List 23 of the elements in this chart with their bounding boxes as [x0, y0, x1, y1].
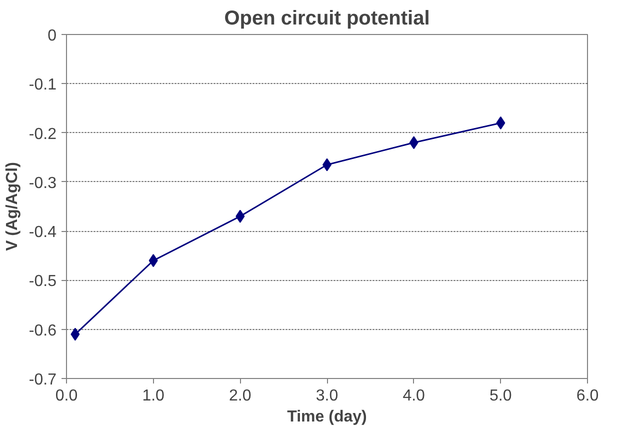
point: [70, 328, 80, 341]
x-tick-label: 3.0: [316, 388, 338, 404]
y-tick-label: -0.2: [28, 126, 57, 143]
point: [236, 210, 245, 223]
y-tick-label: -0.6: [28, 322, 57, 340]
x-axis-title: Time (day): [287, 408, 367, 426]
point: [148, 254, 158, 268]
chart-title: Open circuit potential: [224, 8, 430, 30]
point: [409, 136, 418, 150]
x-tick-label: 0.0: [55, 388, 78, 404]
y-axis-title: V (Ag/AgCl): [4, 162, 21, 251]
y-tick-label: -0.7: [28, 372, 57, 388]
x-tick-label: 2.0: [229, 388, 252, 404]
point: [496, 116, 506, 130]
y-tick-label: -0.5: [28, 273, 57, 290]
x-tick-label: 4.0: [402, 388, 426, 404]
x-tick-label: 1.0: [142, 388, 165, 404]
y-tick-label: -0.4: [28, 224, 57, 242]
y-tick-label: -0.1: [28, 76, 57, 94]
y-tick-label: 0: [48, 28, 57, 44]
x-tick-label: 5.0: [490, 388, 512, 404]
y-tick-label: -0.3: [28, 174, 57, 192]
x-tick-label: 6.0: [576, 388, 599, 404]
